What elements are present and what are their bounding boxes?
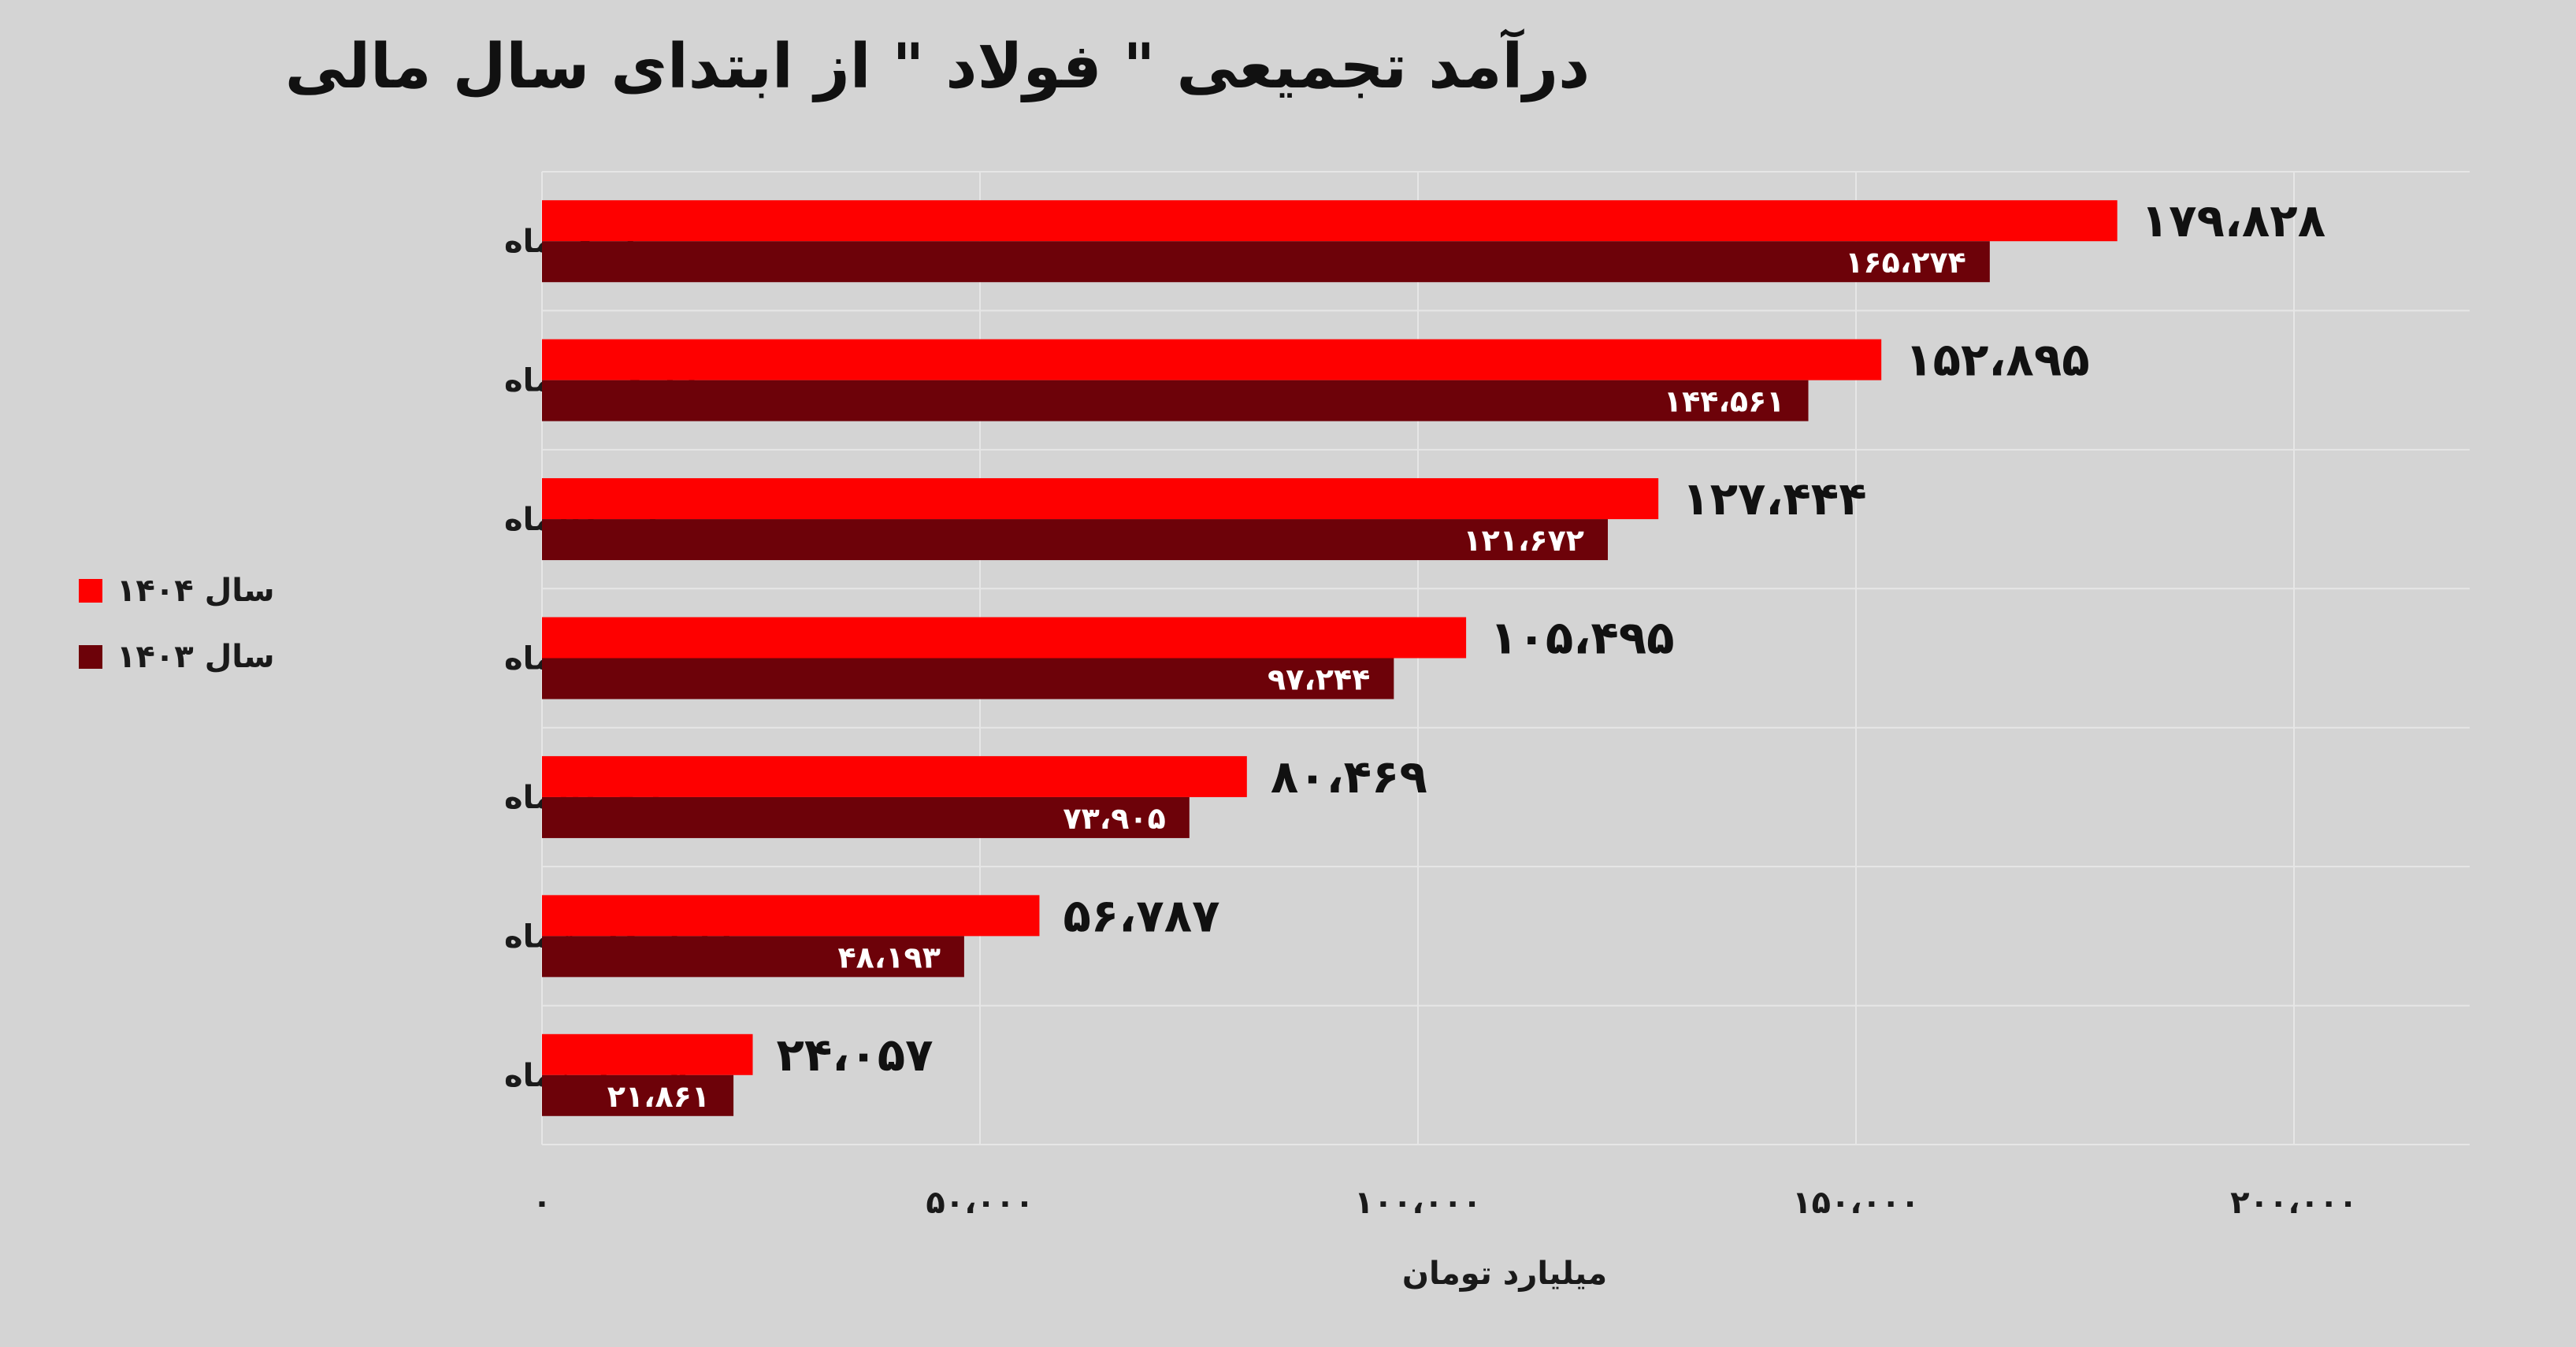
- bar-1403-6: [542, 1074, 734, 1116]
- x-tick-label-0: ۰: [533, 1185, 551, 1221]
- legend: سال ۱۴۰۴ سال ۱۴۰۳: [79, 567, 315, 699]
- bar-1403-0: [542, 241, 1990, 283]
- x-tick-label-1: ۵۰،۰۰۰: [926, 1185, 1034, 1221]
- x-tick-label-4: ۲۰۰،۰۰۰: [2230, 1185, 2358, 1221]
- value-label-1404-0: ۱۷۹،۸۲۸: [2141, 194, 2325, 247]
- bar-1403-2: [542, 519, 1608, 561]
- bar-1404-3: [542, 617, 1467, 659]
- value-label-1403-4: ۷۳،۹۰۵: [1063, 801, 1165, 836]
- legend-item-1403: سال ۱۴۰۳: [79, 633, 315, 681]
- bar-1403-5: [542, 936, 964, 978]
- bar-1403-3: [542, 658, 1394, 699]
- chart-title: درآمد تجمیعی " فولاد " از ابتدای سال مال…: [284, 32, 1591, 102]
- legend-label-1403: سال ۱۴۰۳: [117, 639, 275, 675]
- bar-1404-5: [542, 895, 1040, 937]
- value-label-1404-2: ۱۲۷،۴۴۴: [1682, 472, 1866, 525]
- legend-swatch-1403: [79, 645, 102, 669]
- value-label-1404-4: ۸۰،۴۶۹: [1271, 750, 1427, 803]
- x-tick-label-2: ۱۰۰،۰۰۰: [1354, 1185, 1482, 1221]
- legend-item-1404: سال ۱۴۰۴: [79, 567, 315, 614]
- bar-1404-1: [542, 339, 1882, 380]
- bar-1404-6: [542, 1033, 753, 1075]
- bar-1403-4: [542, 796, 1190, 838]
- value-label-1403-1: ۱۴۴،۵۶۱: [1664, 384, 1785, 419]
- legend-label-1404: سال ۱۴۰۴: [117, 573, 275, 609]
- legend-swatch-1404: [79, 579, 102, 603]
- value-label-1404-3: ۱۰۵،۴۹۵: [1490, 611, 1674, 665]
- x-axis-title: میلیارد تومان: [1402, 1256, 1607, 1292]
- bar-1404-4: [542, 755, 1247, 797]
- value-label-1403-0: ۱۶۵،۲۷۴: [1845, 245, 1966, 280]
- value-label-1403-6: ۲۱،۸۶۱: [607, 1079, 710, 1114]
- x-tick-label-3: ۱۵۰،۰۰۰: [1792, 1185, 1920, 1221]
- value-label-1403-5: ۴۸،۱۹۳: [837, 940, 940, 974]
- value-label-1404-6: ۲۴،۰۵۷: [777, 1028, 934, 1082]
- bar-1404-2: [542, 478, 1659, 520]
- value-label-1403-3: ۹۷،۲۴۴: [1268, 662, 1370, 697]
- bar-1403-1: [542, 380, 1809, 421]
- value-label-1404-1: ۱۵۲،۸۹۵: [1905, 333, 2089, 387]
- bar-1404-0: [542, 200, 2118, 242]
- value-label-1404-5: ۵۶،۷۸۷: [1063, 889, 1219, 942]
- value-label-1403-2: ۱۲۱،۶۷۲: [1463, 523, 1584, 558]
